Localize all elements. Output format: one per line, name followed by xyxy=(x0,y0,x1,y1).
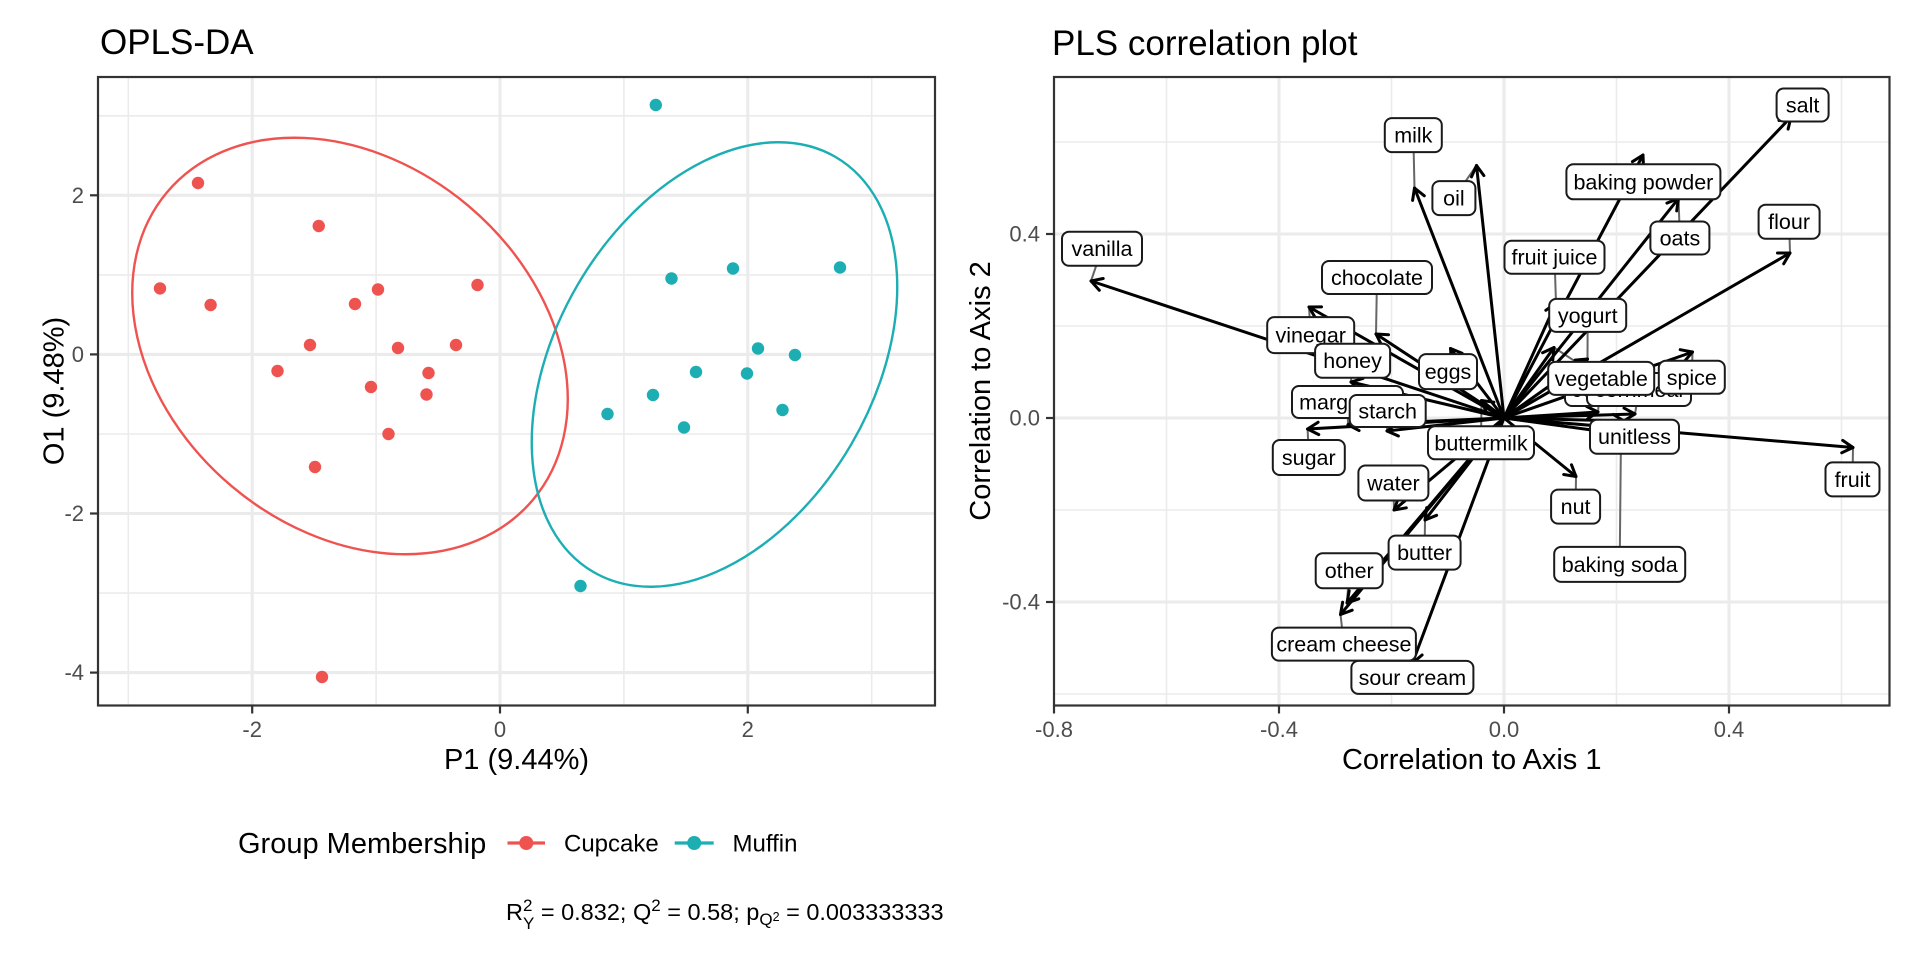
svg-text:P1 (9.44%): P1 (9.44%) xyxy=(444,744,589,776)
svg-text:0.0: 0.0 xyxy=(1489,717,1520,742)
svg-text:-2: -2 xyxy=(242,717,262,742)
svg-text:Group Membership: Group Membership xyxy=(238,828,486,860)
svg-text:eggs: eggs xyxy=(1425,360,1472,384)
svg-text:0: 0 xyxy=(494,717,506,742)
svg-text:spice: spice xyxy=(1667,366,1717,390)
svg-text:oil: oil xyxy=(1443,187,1465,211)
svg-text:starch: starch xyxy=(1358,400,1417,424)
svg-text:nut: nut xyxy=(1561,495,1591,519)
svg-text:2: 2 xyxy=(72,183,84,208)
svg-text:0.0: 0.0 xyxy=(1009,406,1040,431)
svg-text:milk: milk xyxy=(1394,124,1432,148)
svg-text:0.4: 0.4 xyxy=(1714,717,1745,742)
svg-text:-4: -4 xyxy=(64,660,84,685)
svg-text:water: water xyxy=(1366,472,1420,496)
svg-text:sour cream: sour cream xyxy=(1359,666,1467,690)
svg-text:baking powder: baking powder xyxy=(1573,170,1713,194)
svg-text:0.4: 0.4 xyxy=(1009,222,1040,247)
svg-text:unitless: unitless xyxy=(1598,425,1671,449)
svg-text:vanilla: vanilla xyxy=(1072,237,1133,261)
svg-text:0: 0 xyxy=(72,342,84,367)
svg-text:2: 2 xyxy=(742,717,754,742)
svg-text:other: other xyxy=(1325,559,1374,583)
svg-text:Correlation to Axis 1: Correlation to Axis 1 xyxy=(1342,744,1602,776)
svg-text:vegetable: vegetable xyxy=(1555,367,1648,391)
svg-text:-0.8: -0.8 xyxy=(1035,717,1073,742)
svg-text:honey: honey xyxy=(1323,349,1382,373)
svg-text:baking soda: baking soda xyxy=(1562,553,1678,577)
svg-text:-0.4: -0.4 xyxy=(1002,590,1040,615)
svg-text:Correlation to Axis 2: Correlation to Axis 2 xyxy=(965,261,997,521)
svg-text:PLS correlation plot: PLS correlation plot xyxy=(1052,24,1358,63)
svg-text:buttermilk: buttermilk xyxy=(1434,431,1527,455)
svg-text:Muffin: Muffin xyxy=(733,831,798,858)
svg-text:O1 (9.48%): O1 (9.48%) xyxy=(39,317,71,465)
svg-text:oats: oats xyxy=(1660,227,1701,251)
svg-text:flour: flour xyxy=(1768,210,1810,234)
svg-text:butter: butter xyxy=(1397,541,1452,565)
svg-text:OPLS-DA: OPLS-DA xyxy=(100,23,254,62)
svg-text:-2: -2 xyxy=(64,501,84,526)
svg-text:fruit juice: fruit juice xyxy=(1511,246,1597,270)
svg-text:Cupcake: Cupcake xyxy=(564,831,659,858)
svg-text:cream cheese: cream cheese xyxy=(1276,633,1411,657)
svg-text:salt: salt xyxy=(1786,94,1819,118)
svg-text:yogurt: yogurt xyxy=(1558,304,1618,328)
svg-text:fruit: fruit xyxy=(1835,468,1871,492)
svg-text:sugar: sugar xyxy=(1282,446,1336,470)
svg-text:-0.4: -0.4 xyxy=(1260,717,1298,742)
svg-text:chocolate: chocolate xyxy=(1331,266,1423,290)
